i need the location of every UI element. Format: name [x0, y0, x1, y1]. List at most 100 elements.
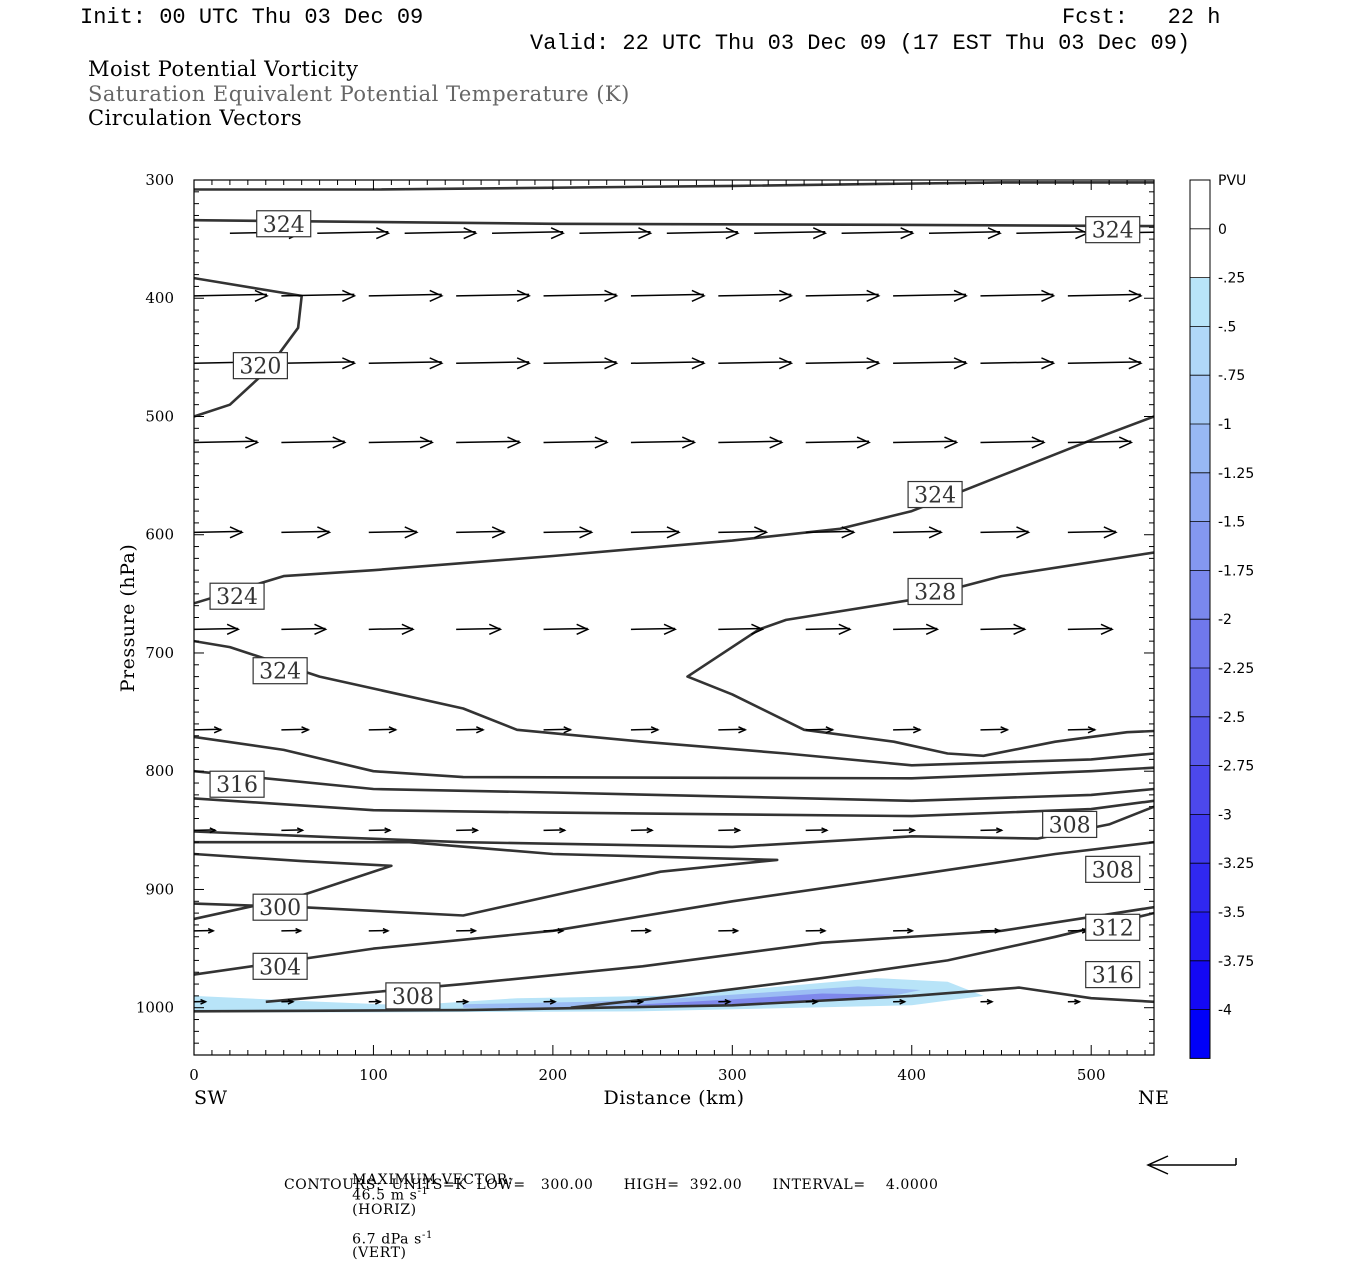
vector-head [1129, 290, 1141, 301]
circulation-vector [718, 624, 762, 634]
vector-shaft [806, 294, 879, 295]
circulation-vector [893, 290, 966, 301]
contour-label: 324 [263, 213, 305, 238]
colorbar-swatch [1190, 326, 1210, 375]
vector-head [1041, 358, 1053, 369]
vector-head [842, 527, 854, 538]
circulation-vector [980, 290, 1053, 301]
circulation-vector [718, 828, 739, 833]
circulation-vector [842, 228, 913, 239]
circulation-vector [544, 624, 588, 634]
vector-shaft [1068, 362, 1141, 363]
circulation-vector [631, 727, 658, 733]
circulation-vector [369, 624, 413, 634]
vert-unit: (VERT) [352, 1245, 407, 1261]
colorbar-swatch [1190, 863, 1210, 912]
circulation-vector [806, 929, 825, 934]
colorbar-swatch [1190, 668, 1210, 717]
circulation-vector [1068, 358, 1141, 369]
vector-shaft [544, 729, 571, 730]
vector-head [605, 358, 617, 369]
vector-head [779, 358, 791, 369]
vector-shaft [631, 441, 694, 442]
colorbar-swatch [1190, 766, 1210, 815]
vector-head [1041, 290, 1053, 301]
x-tick-label: 100 [359, 1066, 388, 1084]
vector-shaft [456, 441, 519, 442]
contour-label: 308 [1049, 813, 1091, 838]
circulation-vector [631, 828, 652, 833]
circulation-vector [281, 358, 354, 369]
circulation-vector [631, 437, 694, 448]
circulation-vector [631, 929, 650, 934]
vector-shaft [754, 232, 825, 233]
vector-shaft [980, 531, 1028, 532]
y-tick-label: 500 [145, 407, 174, 425]
circulation-vector [194, 624, 238, 634]
circulation-vector [893, 437, 956, 448]
circulation-vector [369, 929, 388, 934]
contour-label: 320 [239, 355, 281, 380]
vector-head [813, 228, 825, 239]
circulation-vector [281, 929, 300, 934]
vector-head [1163, 228, 1175, 239]
circulation-vector [806, 358, 879, 369]
vector-head [726, 228, 738, 239]
circulation-vector [369, 437, 432, 448]
vector-shaft [369, 531, 417, 532]
colorbar-label: -2 [1218, 612, 1232, 628]
vector-head [954, 358, 966, 369]
vector-shaft [456, 362, 529, 363]
circulation-vector [980, 1000, 992, 1005]
contour-label: 316 [1092, 964, 1134, 989]
colorbar-label: -1 [1218, 417, 1232, 433]
vector-head [1104, 527, 1116, 538]
contour-label: 324 [1092, 219, 1134, 244]
vector-shaft [456, 531, 504, 532]
thetae-contour [194, 278, 302, 416]
x-axis-title: Distance (km) [603, 1087, 744, 1109]
vector-shaft [893, 531, 941, 532]
vector-head [517, 290, 529, 301]
vector-shaft [980, 729, 1007, 730]
x-tick-label: 0 [189, 1066, 199, 1084]
vector-shaft [980, 294, 1053, 295]
colorbar-swatch [1190, 278, 1210, 327]
circulation-vector [456, 624, 500, 634]
vector-shaft [718, 362, 791, 363]
vector-shaft [456, 729, 483, 730]
circulation-vector [1068, 1000, 1080, 1005]
y-tick-label: 700 [145, 644, 174, 662]
colorbar-swatch [1190, 961, 1210, 1010]
y-tick-label: 300 [145, 171, 174, 189]
circulation-vector [631, 527, 679, 538]
vector-head [638, 228, 650, 239]
circulation-vector [806, 290, 879, 301]
vector-head [954, 290, 966, 301]
contours-info-line: CONTOURS: UNITS=K LOW= 300.00 HIGH= 392.… [284, 1178, 938, 1192]
horiz-unit: (HORIZ) [352, 1202, 417, 1218]
circulation-vector [1068, 290, 1141, 301]
vector-shaft [579, 232, 650, 233]
contour-label: 300 [259, 896, 301, 921]
vector-shaft [718, 531, 766, 532]
circulation-vector [456, 290, 529, 301]
colorbar-swatch [1190, 424, 1210, 473]
vector-shaft [194, 294, 267, 295]
contour-layer [194, 182, 1154, 1011]
vector-head [595, 437, 607, 448]
vector-shaft [631, 294, 704, 295]
vector-shaft [369, 294, 442, 295]
vector-shaft [317, 232, 388, 233]
vector-shaft [893, 294, 966, 295]
vector-shaft [667, 232, 738, 233]
circulation-vector [667, 228, 738, 239]
circulation-vector [456, 358, 529, 369]
vector-shaft [456, 294, 529, 295]
circulation-vector [492, 228, 563, 239]
circulation-vector [893, 358, 966, 369]
vector-head [901, 228, 913, 239]
vector-shaft [544, 362, 617, 363]
y-axis-title: Pressure (hPa) [117, 544, 139, 693]
colorbar-label: -1.5 [1218, 515, 1245, 531]
